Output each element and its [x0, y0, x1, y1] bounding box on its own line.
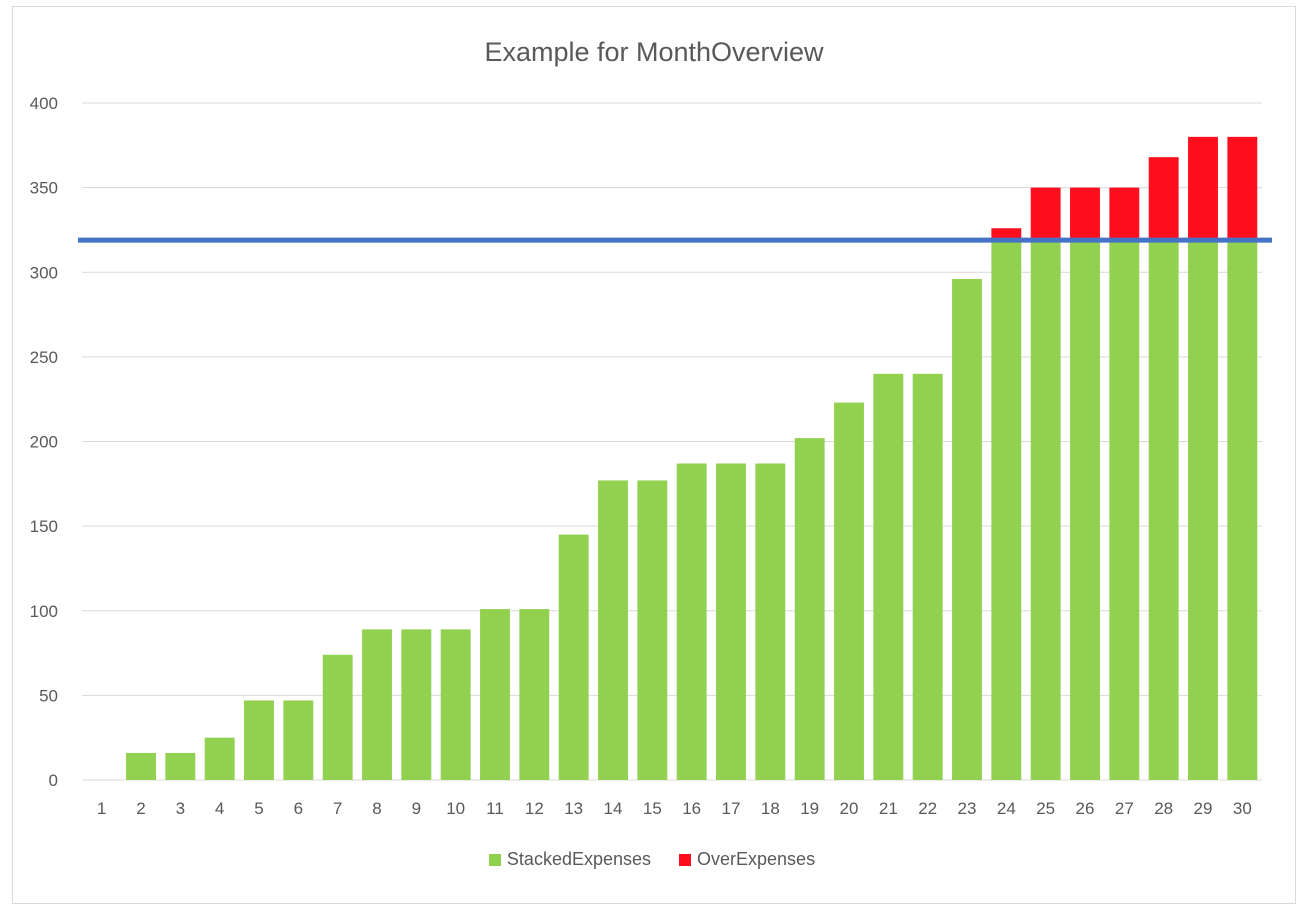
x-tick-label: 9: [412, 799, 421, 818]
bar-stacked-expenses: [1188, 238, 1218, 780]
gridlines: [82, 102, 1262, 781]
x-tick-label: 19: [800, 799, 819, 818]
x-tick-label: 26: [1076, 799, 1095, 818]
legend: StackedExpenses OverExpenses: [0, 849, 1304, 870]
x-tick-label: 18: [761, 799, 780, 818]
y-tick-label: 50: [39, 686, 58, 705]
x-tick-label: 28: [1154, 799, 1173, 818]
x-tick-label: 11: [486, 799, 504, 818]
y-tick-label: 350: [30, 179, 58, 198]
bars: [126, 136, 1258, 780]
x-tick-label: 23: [958, 799, 977, 818]
bar-over-expenses: [1148, 157, 1179, 239]
x-tick-label: 25: [1036, 799, 1055, 818]
x-tick-label: 7: [333, 799, 342, 818]
bar-stacked-expenses: [912, 373, 943, 780]
bar-over-expenses: [991, 228, 1022, 239]
bar-stacked-expenses: [440, 629, 471, 780]
bar-stacked-expenses: [676, 463, 707, 780]
y-tick-label: 0: [49, 771, 58, 790]
bar-stacked-expenses: [283, 700, 314, 780]
x-tick-label: 10: [446, 799, 465, 818]
bar-stacked-expenses: [558, 534, 589, 780]
bar-stacked-expenses: [165, 752, 196, 780]
bar-stacked-expenses: [401, 629, 432, 780]
bar-stacked-expenses: [204, 737, 235, 780]
chart-title: Example for MonthOverview: [484, 37, 824, 67]
bar-stacked-expenses: [1030, 238, 1061, 780]
bar-stacked-expenses: [716, 463, 746, 780]
y-tick-label: 250: [30, 348, 58, 367]
bar-stacked-expenses: [873, 373, 904, 780]
x-tick-label: 8: [372, 799, 381, 818]
bar-over-expenses: [1070, 187, 1100, 239]
legend-label-stacked: StackedExpenses: [506, 849, 652, 869]
y-axis: 0 50 100 150 200 250 300 350 400: [30, 94, 58, 790]
legend-item-stacked: StackedExpenses: [488, 849, 652, 870]
bar-over-expenses: [1030, 187, 1061, 239]
x-tick-label: 6: [294, 799, 303, 818]
bar-stacked-expenses: [244, 700, 274, 780]
bar-stacked-expenses: [519, 609, 550, 780]
x-tick-label: 27: [1115, 799, 1134, 818]
x-tick-label: 29: [1194, 799, 1213, 818]
x-tick-label: 17: [722, 799, 741, 818]
bar-stacked-expenses: [480, 609, 510, 780]
bar-stacked-expenses: [952, 279, 982, 780]
y-tick-label: 400: [30, 94, 58, 113]
x-tick-label: 15: [643, 799, 662, 818]
x-tick-label: 21: [879, 799, 898, 818]
bar-stacked-expenses: [794, 438, 825, 780]
bar-stacked-expenses: [1070, 238, 1100, 780]
bar-stacked-expenses: [126, 752, 156, 780]
bar-stacked-expenses: [598, 480, 628, 780]
bar-over-expenses: [1188, 136, 1218, 239]
bar-stacked-expenses: [1148, 238, 1179, 780]
bar-over-expenses: [1109, 187, 1140, 239]
x-tick-label: 22: [918, 799, 937, 818]
x-tick-label: 13: [564, 799, 583, 818]
bar-stacked-expenses: [1227, 238, 1258, 780]
legend-item-over: OverExpenses: [679, 849, 815, 870]
x-tick-label: 5: [254, 799, 263, 818]
x-tick-label: 4: [215, 799, 224, 818]
x-tick-label: 2: [136, 799, 145, 818]
bar-stacked-expenses: [991, 238, 1022, 780]
x-tick-label: 14: [604, 799, 623, 818]
bar-stacked-expenses: [834, 402, 864, 780]
x-tick-label: 3: [176, 799, 185, 818]
x-axis: 1 2 3 4 5 6 7 8 9 10 11 12 13 14 15 16 17 18 19 20 21 22 23 24 2…: [97, 799, 1252, 818]
y-tick-label: 100: [30, 602, 58, 621]
y-tick-label: 300: [30, 263, 58, 282]
bar-stacked-expenses: [637, 480, 668, 780]
x-tick-label: 30: [1233, 799, 1252, 818]
y-tick-label: 200: [30, 433, 58, 452]
legend-label-over: OverExpenses: [697, 849, 816, 869]
bar-stacked-expenses: [1109, 238, 1140, 780]
x-tick-label: 12: [525, 799, 544, 818]
x-tick-label: 20: [840, 799, 859, 818]
legend-swatch-over: [679, 853, 692, 866]
bar-over-expenses: [1227, 136, 1258, 239]
x-tick-label: 1: [97, 799, 106, 818]
bar-stacked-expenses: [755, 463, 786, 780]
x-tick-label: 24: [997, 799, 1016, 818]
legend-swatch-stacked: [488, 853, 501, 866]
bar-stacked-expenses: [322, 654, 353, 780]
y-tick-label: 150: [30, 517, 58, 536]
x-tick-label: 16: [682, 799, 701, 818]
bar-stacked-expenses: [362, 629, 392, 780]
